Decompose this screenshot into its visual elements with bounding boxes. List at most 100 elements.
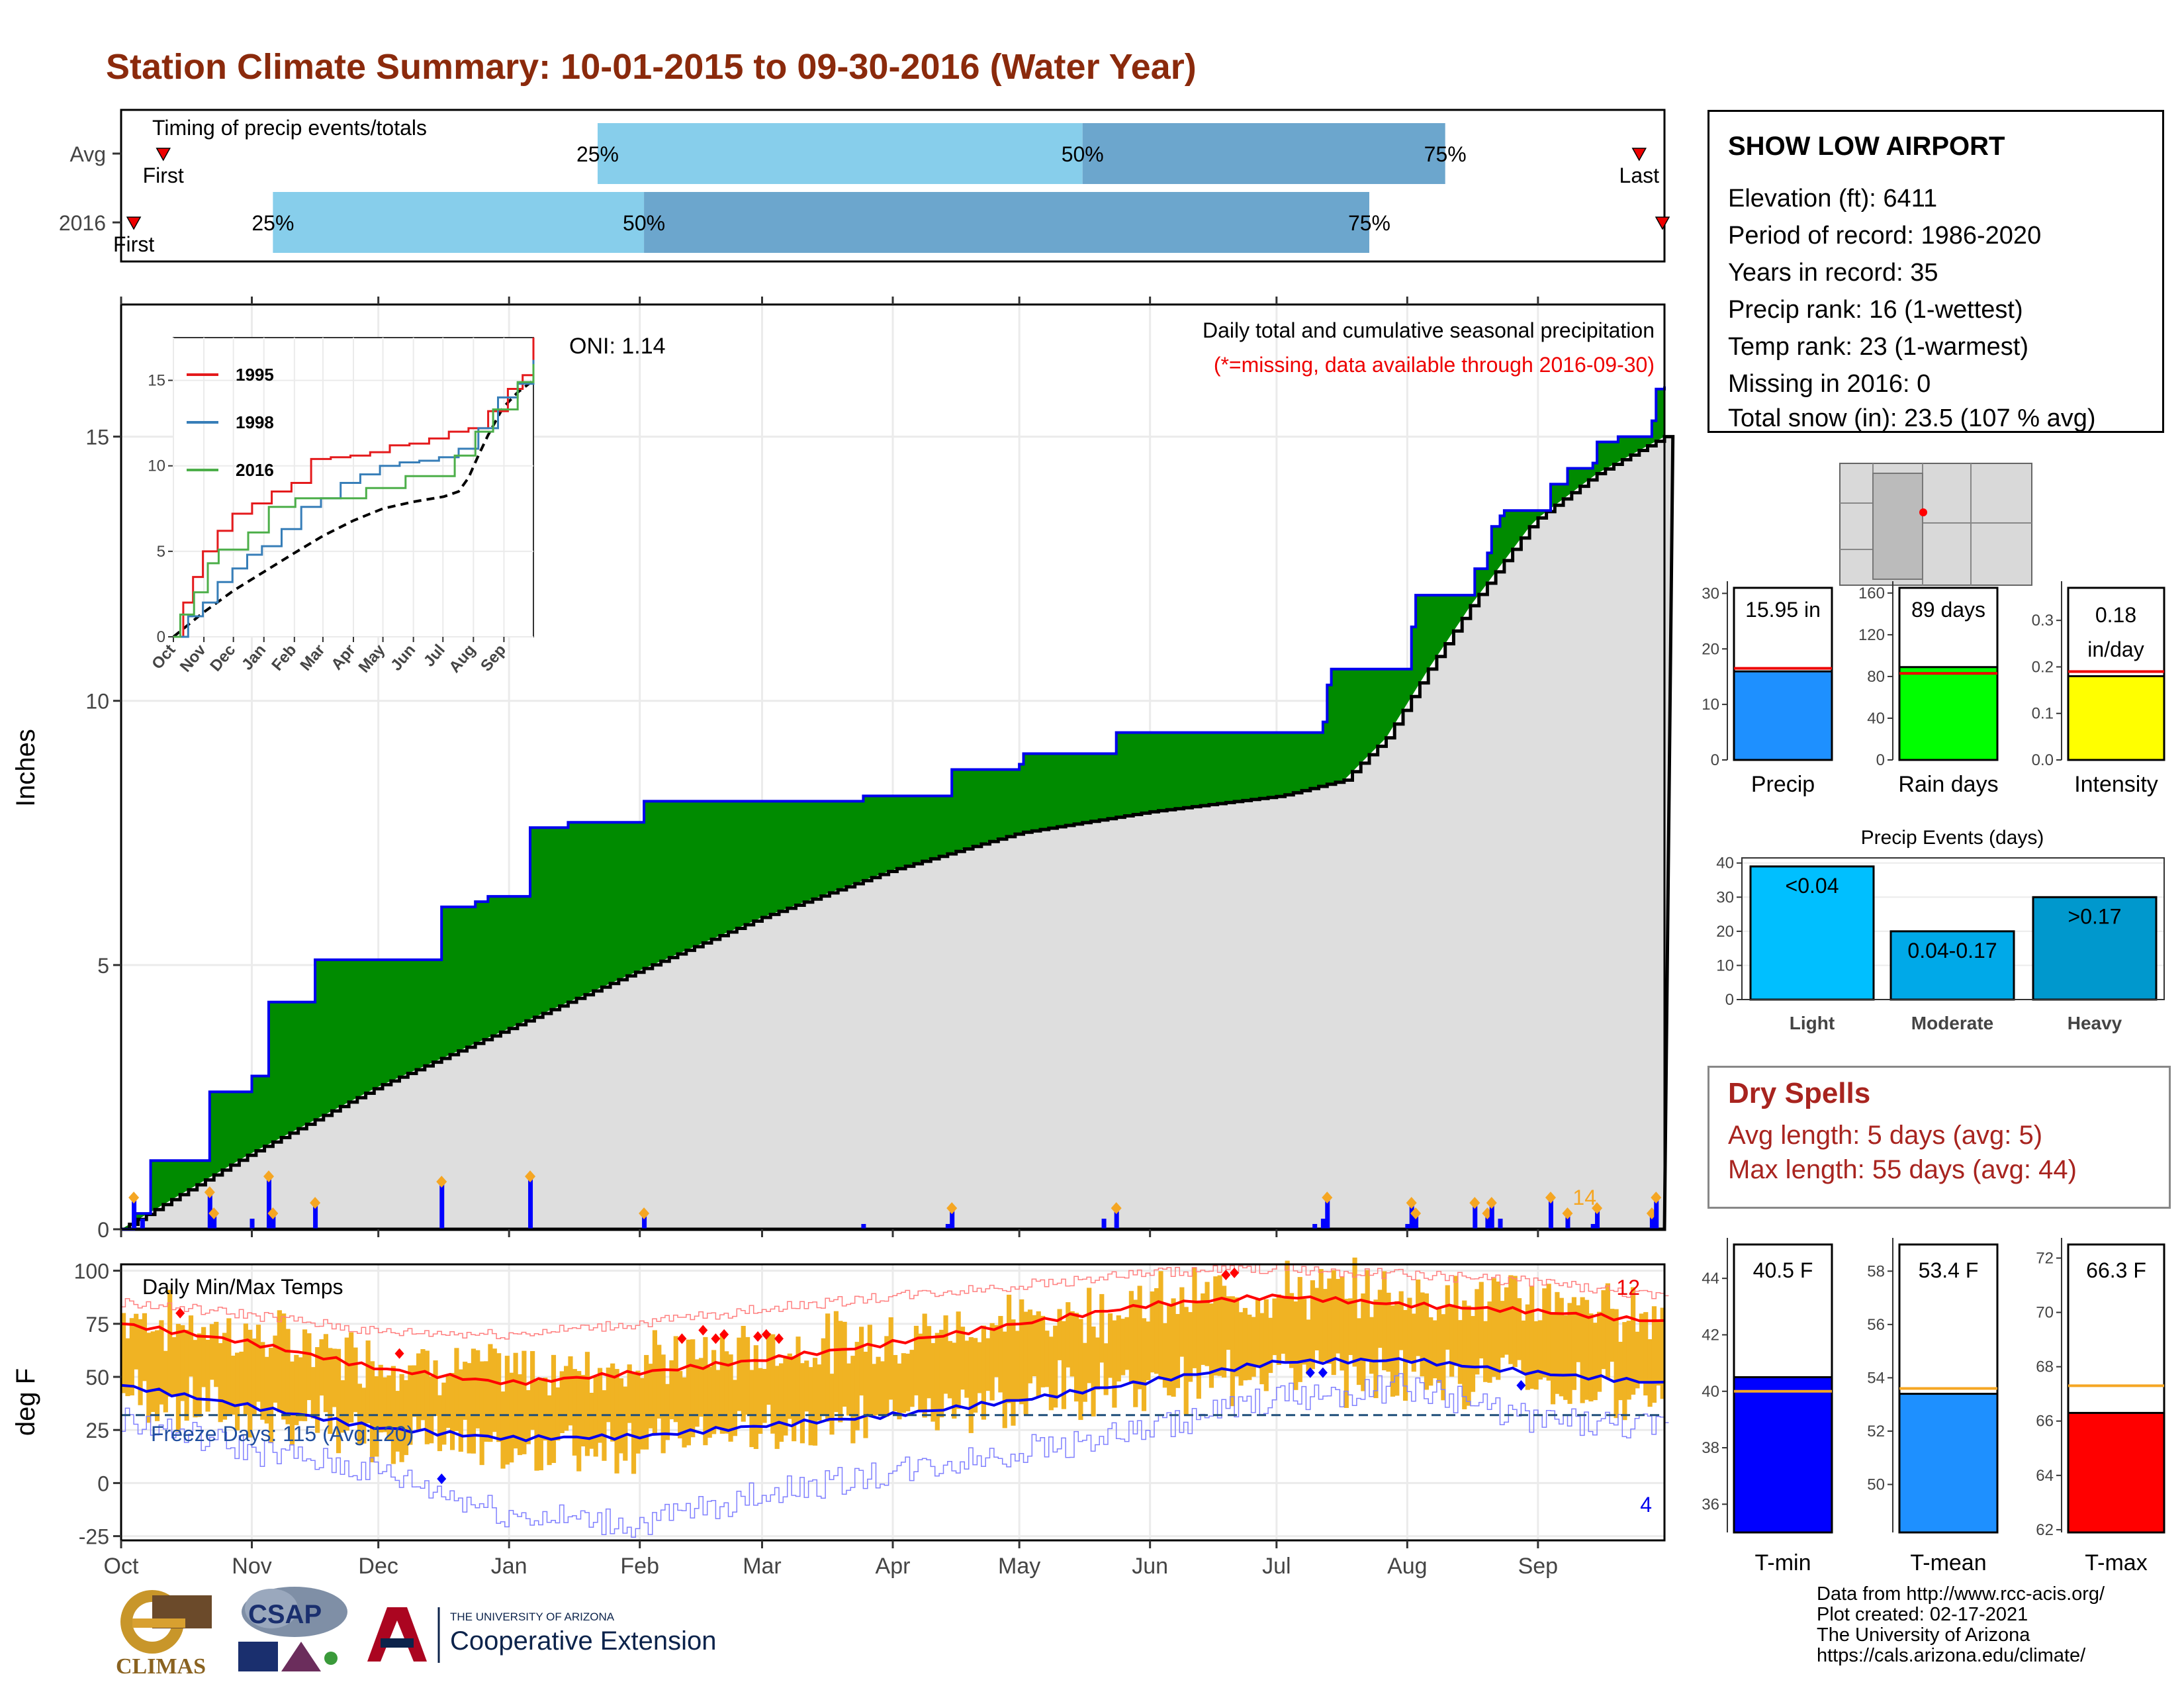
temps-daily-bar bbox=[1584, 1299, 1590, 1400]
timing-p50-label: 50% bbox=[1062, 142, 1104, 166]
temps-daily-bar bbox=[525, 1390, 531, 1444]
temps-record-high-marker bbox=[711, 1333, 721, 1344]
temps-daily-bar bbox=[821, 1338, 826, 1415]
temps-daily-bar bbox=[399, 1374, 404, 1462]
temps-xtick-label: Sep bbox=[1518, 1554, 1559, 1579]
cum-event-marker bbox=[1111, 1202, 1122, 1215]
timing-row-label: 2016 bbox=[59, 211, 106, 235]
temps-daily-bar bbox=[960, 1327, 966, 1390]
daily-temps-panel: -25 0 25 50 75 100 Oct Nov Dec Jan Feb Mar Apr May Jun… bbox=[11, 1257, 1669, 1579]
map-state-az bbox=[1872, 473, 1923, 580]
temps-daily-bar bbox=[142, 1313, 148, 1382]
summary-bar-T-mean bbox=[1898, 1393, 1999, 1534]
temps-daily-bar bbox=[606, 1367, 611, 1423]
temps-daily-bar bbox=[1336, 1279, 1341, 1354]
timing-row-label: Avg bbox=[69, 142, 106, 166]
temps-daily-bar bbox=[1103, 1343, 1109, 1395]
temps-xtick-label: May bbox=[998, 1554, 1040, 1579]
cum-daily-bar bbox=[1405, 1224, 1410, 1229]
cum-daily-bar bbox=[132, 1197, 137, 1229]
temps-daily-bar bbox=[222, 1333, 228, 1420]
temps-daily-bar bbox=[829, 1374, 835, 1435]
summary-ytick-label: 68 bbox=[2036, 1358, 2054, 1376]
temps-daily-bar bbox=[1293, 1301, 1298, 1390]
temps-daily-bar bbox=[947, 1340, 953, 1399]
cum-daily-bar bbox=[267, 1176, 272, 1229]
temps-daily-bar bbox=[1040, 1315, 1046, 1387]
cum-event-marker bbox=[1410, 1207, 1422, 1220]
temps-daily-bar bbox=[340, 1380, 345, 1433]
temps-record-high-marker bbox=[1230, 1267, 1240, 1278]
temps-daily-bar bbox=[1343, 1299, 1349, 1408]
temps-daily-bar bbox=[664, 1383, 670, 1440]
temps-record-max-line bbox=[121, 1264, 1669, 1340]
temps-daily-bar bbox=[669, 1360, 674, 1419]
temps-daily-bar bbox=[1416, 1279, 1421, 1356]
temps-daily-bar bbox=[1546, 1284, 1551, 1381]
summary-bar-label: T-min bbox=[1755, 1550, 1811, 1575]
events-ytick-label: 20 bbox=[1716, 923, 1734, 941]
temps-daily-bar bbox=[205, 1339, 210, 1412]
inset-legend-label: 2016 bbox=[236, 460, 274, 480]
temps-daily-bar bbox=[530, 1351, 535, 1430]
temps-daily-bar bbox=[1120, 1319, 1126, 1376]
temps-daily-bar bbox=[1322, 1289, 1328, 1361]
cum-event-marker bbox=[208, 1207, 220, 1220]
info-temp-rank: Temp rank: 23 (1-warmest) bbox=[1728, 333, 2029, 361]
temps-daily-bar bbox=[1453, 1276, 1459, 1366]
temps-daily-bar bbox=[479, 1361, 484, 1466]
temps-daily-bar bbox=[589, 1393, 594, 1449]
summary-ytick-label: 80 bbox=[1867, 668, 1885, 686]
temps-daily-bar bbox=[201, 1327, 206, 1387]
temps-daily-bar bbox=[1167, 1304, 1172, 1395]
temps-daily-bar bbox=[985, 1338, 991, 1391]
temps-xtick-label: Apr bbox=[876, 1554, 911, 1579]
temps-daily-bar bbox=[690, 1339, 696, 1438]
timing-first-marker bbox=[156, 148, 171, 162]
temps-daily-bar bbox=[593, 1376, 598, 1457]
temps-daily-bar bbox=[454, 1348, 459, 1431]
inset-series-line-2016 bbox=[173, 364, 535, 638]
temps-daily-bar bbox=[387, 1375, 392, 1440]
temps-daily-bar bbox=[1019, 1299, 1024, 1405]
temps-daily-bar bbox=[273, 1335, 278, 1403]
cum-ytick-label: 10 bbox=[85, 690, 109, 714]
cum-daily-bar bbox=[1325, 1197, 1330, 1229]
temps-daily-bar bbox=[913, 1325, 919, 1395]
temps-daily-bar bbox=[1263, 1299, 1269, 1391]
temps-daily-bar bbox=[1610, 1309, 1615, 1362]
temps-xtick-label: Dec bbox=[358, 1554, 398, 1579]
dry-spells-title: Dry Spells bbox=[1728, 1077, 1871, 1109]
temps-daily-bar bbox=[1095, 1337, 1101, 1390]
cum-daily-bar bbox=[1565, 1213, 1570, 1229]
temps-daily-bar bbox=[1057, 1309, 1062, 1360]
temps-daily-bar bbox=[1276, 1294, 1281, 1365]
temps-daily-bar bbox=[1082, 1342, 1087, 1402]
timing-bar-25-50 bbox=[597, 123, 1083, 184]
ua-small-text: THE UNIVERSITY OF ARIZONA bbox=[450, 1611, 615, 1623]
temps-daily-bar bbox=[547, 1395, 552, 1466]
info-elevation: Elevation (ft): 6411 bbox=[1728, 185, 1938, 212]
temps-daily-bar bbox=[1141, 1318, 1147, 1411]
cum-event-marker bbox=[1562, 1207, 1573, 1220]
temp-summary-bars: 36 38 40 42 44 T-min 40.5 F 50 52 54 56 58 T-mean 53.… bbox=[1702, 1238, 2165, 1575]
temps-daily-bar bbox=[1479, 1282, 1484, 1359]
temps-daily-bar bbox=[1158, 1271, 1163, 1380]
temps-daily-bar bbox=[1571, 1297, 1576, 1390]
temps-daily-bar bbox=[808, 1367, 813, 1446]
summary-ytick-label: 42 bbox=[1702, 1326, 1719, 1344]
temps-daily-bar bbox=[1162, 1323, 1167, 1388]
intensity-value-label: 0.18 bbox=[2095, 603, 2136, 627]
temps-daily-bar bbox=[175, 1323, 181, 1432]
temps-daily-bar bbox=[884, 1336, 889, 1417]
temps-daily-bar bbox=[1348, 1298, 1353, 1355]
events-category-label: Heavy bbox=[2068, 1013, 2122, 1033]
temps-daily-bar bbox=[1487, 1301, 1492, 1383]
temps-daily-bar bbox=[783, 1356, 788, 1436]
info-missing: Missing in 2016: 0 bbox=[1728, 370, 1931, 398]
temps-xtick-label: Jan bbox=[491, 1554, 527, 1579]
cum-event-marker bbox=[204, 1186, 215, 1199]
temps-daily-bar bbox=[956, 1311, 961, 1409]
temps-daily-bar bbox=[374, 1376, 379, 1457]
